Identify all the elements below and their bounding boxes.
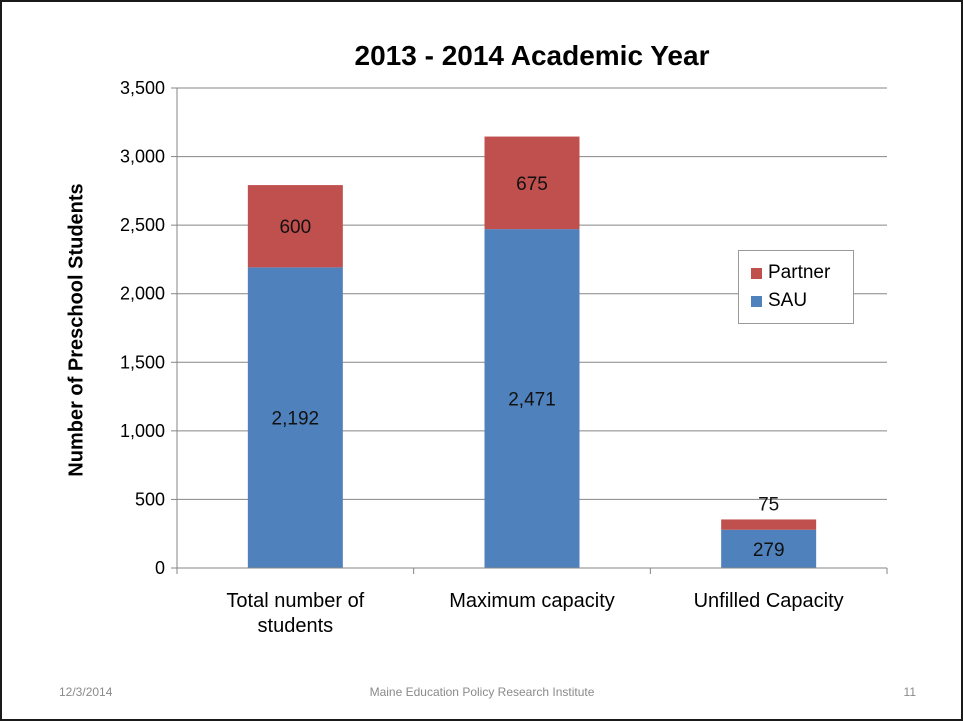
bar-partner-0	[247, 185, 343, 268]
y-tick-label: 0	[155, 558, 165, 578]
data-label-partner-1: 675	[516, 174, 548, 195]
footer-date: 12/3/2014	[59, 685, 113, 699]
x-category-label-2: Unfilled Capacity	[674, 589, 864, 614]
chart-title: 2013 - 2014 Academic Year	[354, 40, 710, 71]
legend-label-sau: SAU	[768, 290, 808, 311]
axes	[171, 87, 888, 574]
data-label-partner-0: 600	[279, 217, 311, 238]
legend-swatch-partner	[751, 267, 762, 279]
bars	[247, 136, 817, 568]
legend-entry-partner: Partner	[751, 261, 830, 285]
y-tick-label: 2,000	[120, 284, 165, 304]
legend-swatch-sau	[751, 295, 762, 307]
x-category-label-0: Total number of students	[200, 589, 390, 639]
data-label-sau-0: 2,192	[272, 409, 320, 430]
y-tick-label: 2,500	[120, 215, 165, 235]
y-tick-label: 3,000	[120, 147, 165, 167]
y-tick-label: 1,500	[120, 352, 165, 372]
bar-sau-0	[247, 267, 343, 568]
x-category-label-line: students	[257, 615, 334, 637]
bar-partner-2	[721, 519, 817, 530]
footer-organization: Maine Education Policy Research Institut…	[369, 685, 595, 699]
bar-sau-1	[484, 229, 580, 568]
legend: Partner SAU	[738, 250, 854, 324]
legend-label-partner: Partner	[768, 262, 831, 283]
y-tick-label: 500	[135, 489, 165, 509]
y-tick-labels: 0 500 1,000 1,500 2,000 2,500 3,000 3,500	[120, 78, 165, 578]
footer-page-number: 11	[903, 685, 916, 699]
data-label-sau-1: 2,471	[508, 390, 556, 411]
bar-sau-2	[721, 529, 817, 568]
x-category-label-line: Total number of	[226, 590, 365, 612]
data-label-sau-2: 279	[753, 540, 785, 561]
x-category-label-1: Maximum capacity	[437, 589, 627, 614]
x-category-label-line: Maximum capacity	[449, 590, 615, 612]
data-label-partner-2: 75	[758, 494, 779, 515]
y-tick-label: 1,000	[120, 421, 165, 441]
bar-partner-1	[484, 136, 580, 230]
legend-entry-sau: SAU	[751, 289, 807, 313]
y-tick-label: 3,500	[120, 78, 165, 98]
data-labels: 2,192 600 2,471 675 279 75	[272, 174, 785, 561]
x-category-label-line: Unfilled Capacity	[693, 590, 844, 612]
